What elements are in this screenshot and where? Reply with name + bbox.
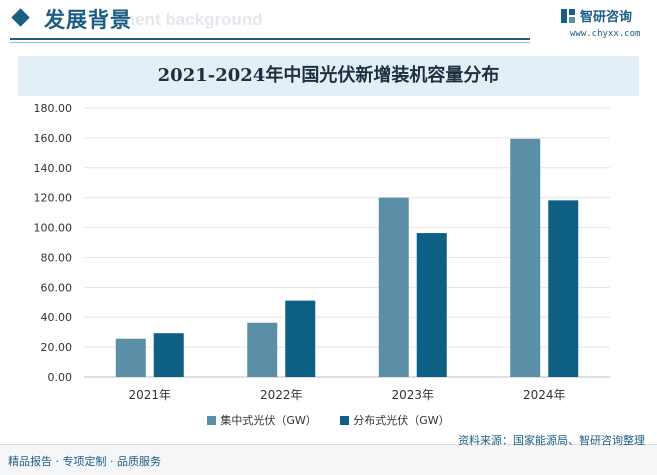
bar-distributed-1 xyxy=(285,300,316,377)
footer: 精品报告 · 专项定制 · 品质服务 资料来源：国家能源局、智研咨询整理 xyxy=(0,434,657,475)
y-tick-label: 120.00 xyxy=(34,192,73,205)
legend-item-distributed: 分布式光伏（GW） xyxy=(340,412,450,428)
y-tick-label: 40.00 xyxy=(41,311,73,324)
bar-centralized-0 xyxy=(115,338,146,377)
chart-title-bar xyxy=(18,56,639,96)
y-tick-label: 0.00 xyxy=(48,371,73,384)
x-axis-ticks: 2021年 2022年 2023年 2024年 xyxy=(128,388,565,402)
x-tick-label: 2024年 xyxy=(523,388,566,402)
legend-label-distributed: 分布式光伏（GW） xyxy=(353,414,450,427)
section-subtitle: ment background xyxy=(120,10,263,29)
bar-distributed-2 xyxy=(416,233,447,377)
section-title: 发展背景 xyxy=(44,8,132,32)
x-tick-label: 2022年 xyxy=(260,388,303,402)
x-tick-label: 2023年 xyxy=(391,388,434,402)
logo-url: www.chyxx.com xyxy=(570,29,641,39)
bar-centralized-1 xyxy=(247,322,278,377)
bars xyxy=(115,138,579,377)
footer-tagline: 精品报告 · 专项定制 · 品质服务 xyxy=(8,455,161,468)
y-tick-label: 20.00 xyxy=(41,341,73,354)
bar-distributed-3 xyxy=(548,200,579,377)
bar-distributed-0 xyxy=(153,333,184,377)
bar-centralized-2 xyxy=(378,197,409,377)
bar-centralized-3 xyxy=(510,138,541,377)
y-tick-label: 100.00 xyxy=(34,222,73,235)
header: ment background 发展背景 智研咨询 www.chyxx.com xyxy=(0,0,657,46)
brand-logo: 智研咨询 xyxy=(560,6,632,25)
chart-title: 2021-2024年中国光伏新增装机容量分布 xyxy=(157,65,500,86)
y-tick-label: 60.00 xyxy=(41,281,73,294)
y-axis-ticks: 0.00 20.00 40.00 60.00 80.00 100.00 120.00 140.… xyxy=(34,102,73,384)
legend-item-centralized: 集中式光伏（GW） xyxy=(207,412,317,428)
y-tick-label: 160.00 xyxy=(34,132,73,145)
legend-label-centralized: 集中式光伏（GW） xyxy=(220,414,317,427)
x-tick-label: 2021年 xyxy=(128,388,171,402)
y-tick-label: 80.00 xyxy=(41,251,73,264)
y-tick-label: 140.00 xyxy=(34,162,73,175)
legend-swatch-distributed xyxy=(340,415,350,425)
legend-swatch-centralized xyxy=(207,415,217,425)
data-source: 资料来源：国家能源局、智研咨询整理 xyxy=(458,434,645,447)
header-divider xyxy=(10,38,530,40)
y-tick-label: 180.00 xyxy=(34,102,73,115)
logo-text: 智研咨询 xyxy=(580,10,633,25)
logo-icon xyxy=(561,8,575,23)
legend: 集中式光伏（GW） 分布式光伏（GW） xyxy=(0,412,657,428)
header-divider-thin xyxy=(10,42,530,43)
